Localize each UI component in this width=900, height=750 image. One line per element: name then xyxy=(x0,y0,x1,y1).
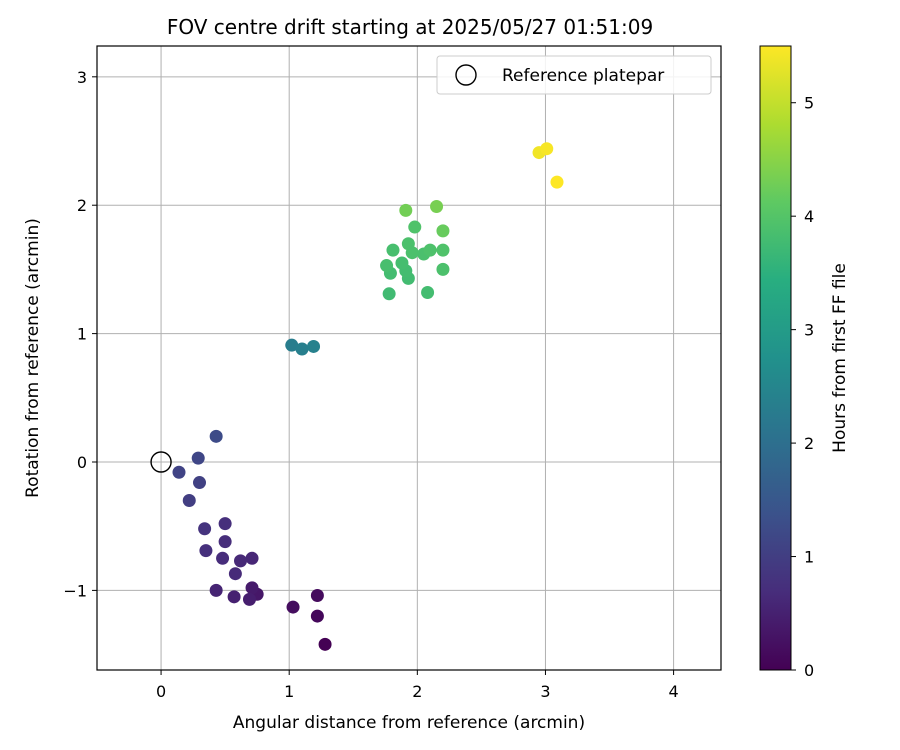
data-point xyxy=(182,494,196,508)
legend-box xyxy=(436,55,712,95)
data-point xyxy=(310,589,324,603)
x-tick-label: 3 xyxy=(540,682,550,701)
data-point xyxy=(430,199,444,213)
data-point xyxy=(540,142,554,156)
data-point xyxy=(436,262,450,276)
plot-frame xyxy=(96,45,722,671)
data-point xyxy=(228,567,242,581)
legend-reference-marker xyxy=(455,64,477,86)
data-point xyxy=(209,429,223,443)
data-point xyxy=(550,175,564,189)
x-axis-label: Angular distance from reference (arcmin) xyxy=(233,713,585,733)
data-point xyxy=(218,535,232,549)
data-point xyxy=(395,256,409,270)
data-point xyxy=(245,551,259,565)
x-tick-label: 0 xyxy=(156,682,166,701)
data-point xyxy=(172,465,186,479)
data-point xyxy=(380,259,394,273)
reference-platepar-marker xyxy=(150,451,172,473)
data-point xyxy=(198,522,212,536)
data-point xyxy=(245,581,259,595)
data-point xyxy=(216,551,230,565)
data-point xyxy=(436,224,450,238)
y-tick-label: 1 xyxy=(77,325,87,344)
data-point xyxy=(318,637,332,651)
colorbar-tick-label: 4 xyxy=(804,207,814,226)
reference-marker-layer xyxy=(150,451,172,473)
data-point xyxy=(310,609,324,623)
x-tick-label: 1 xyxy=(284,682,294,701)
data-point xyxy=(191,451,205,465)
data-point xyxy=(242,592,256,606)
data-point xyxy=(408,220,422,234)
y-axis-label: Rotation from reference (arcmin) xyxy=(23,218,43,498)
data-point xyxy=(421,286,435,300)
x-tick-label: 4 xyxy=(668,682,678,701)
colorbar-tick-label: 5 xyxy=(804,94,814,113)
data-point xyxy=(401,237,415,251)
data-point xyxy=(285,338,299,352)
data-point xyxy=(199,544,213,558)
colorbar-label: Hours from first FF file xyxy=(830,263,850,453)
y-tick-label: 2 xyxy=(77,196,87,215)
colorbar-tick-label: 3 xyxy=(804,321,814,340)
data-point xyxy=(307,339,321,353)
colorbar-ticks: 0 1 2 3 4 5 xyxy=(791,94,814,680)
data-point xyxy=(227,590,241,604)
x-tick-label: 2 xyxy=(412,682,422,701)
y-tick-label: 3 xyxy=(77,68,87,87)
data-point xyxy=(423,243,437,257)
grid xyxy=(97,46,721,670)
chart-title: FOV centre drift starting at 2025/05/27 … xyxy=(167,15,653,39)
data-point xyxy=(218,517,232,531)
data-point xyxy=(193,476,207,490)
data-point xyxy=(436,243,450,257)
data-point xyxy=(286,600,300,614)
colorbar xyxy=(759,45,792,671)
legend-entry-label: Reference platepar xyxy=(502,66,664,86)
y-axis-ticks: −1 0 1 2 3 xyxy=(63,68,97,600)
y-tick-label: 0 xyxy=(77,453,87,472)
data-point xyxy=(295,342,309,356)
y-tick-label: −1 xyxy=(63,581,87,600)
data-point xyxy=(399,203,413,217)
legend: Reference platepar xyxy=(436,55,712,95)
colorbar-tick-label: 2 xyxy=(804,434,814,453)
data-point xyxy=(382,287,396,301)
colorbar-tick-label: 0 xyxy=(804,661,814,680)
x-axis-ticks: 0 1 2 3 4 xyxy=(156,670,679,701)
colorbar-tick-label: 1 xyxy=(804,548,814,567)
data-point xyxy=(386,243,400,257)
data-point xyxy=(234,554,248,568)
data-point xyxy=(209,583,223,597)
data-points xyxy=(172,142,564,651)
